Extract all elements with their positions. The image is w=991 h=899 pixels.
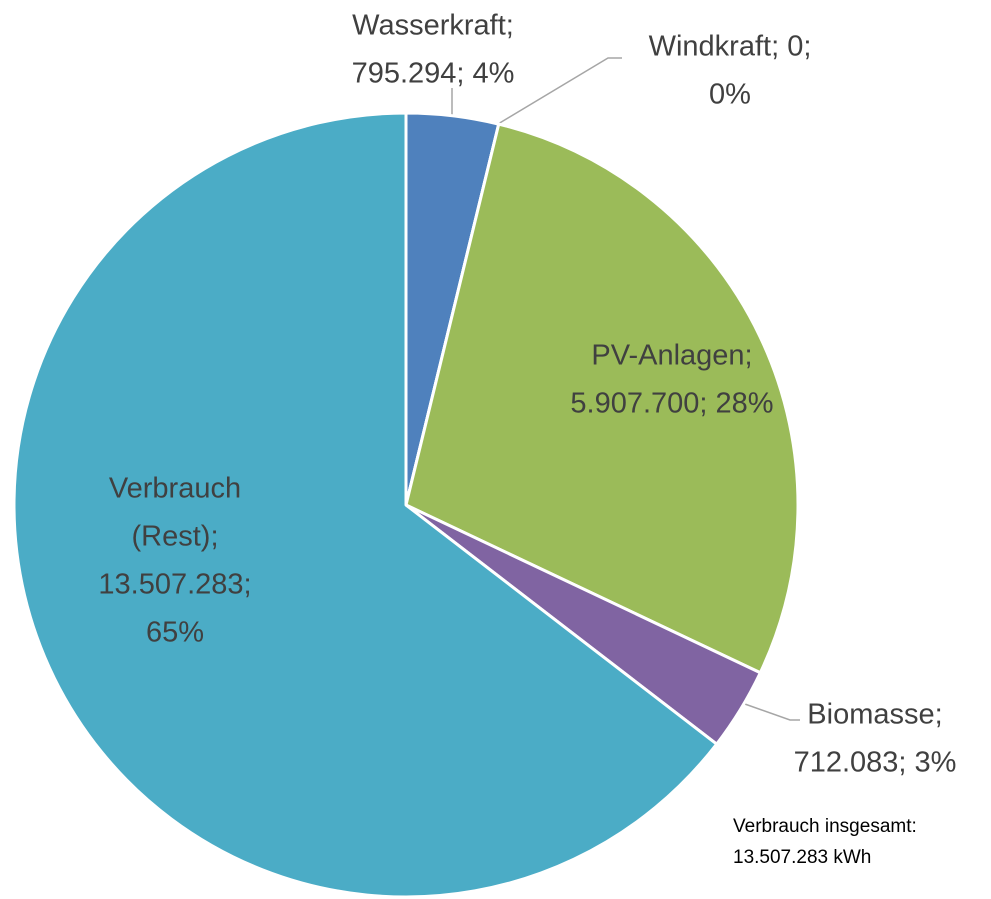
data-label: 795.294; 4% bbox=[352, 58, 515, 90]
leader-line bbox=[741, 702, 800, 721]
leader-line bbox=[497, 57, 622, 125]
data-label: PV-Anlagen; bbox=[591, 340, 752, 372]
data-label: Wasserkraft; bbox=[352, 10, 514, 42]
pie bbox=[12, 111, 800, 899]
data-label: 13.507.283; bbox=[98, 569, 251, 601]
data-label: (Rest); bbox=[132, 521, 219, 553]
pie-slice bbox=[404, 122, 800, 675]
data-label: 0% bbox=[709, 79, 751, 111]
data-label: 712.083; 3% bbox=[794, 747, 957, 779]
pie-slice bbox=[12, 111, 719, 899]
annotation: 13.507.283 kWh bbox=[733, 847, 871, 868]
annotation: Verbrauch insgesamt: bbox=[733, 816, 917, 837]
data-label: Windkraft; 0; bbox=[649, 31, 812, 63]
data-label: Verbrauch bbox=[109, 473, 241, 505]
data-label: 65% bbox=[146, 617, 204, 649]
data-label: Biomasse; bbox=[807, 699, 942, 731]
data-label: 5.907.700; 28% bbox=[570, 388, 773, 420]
